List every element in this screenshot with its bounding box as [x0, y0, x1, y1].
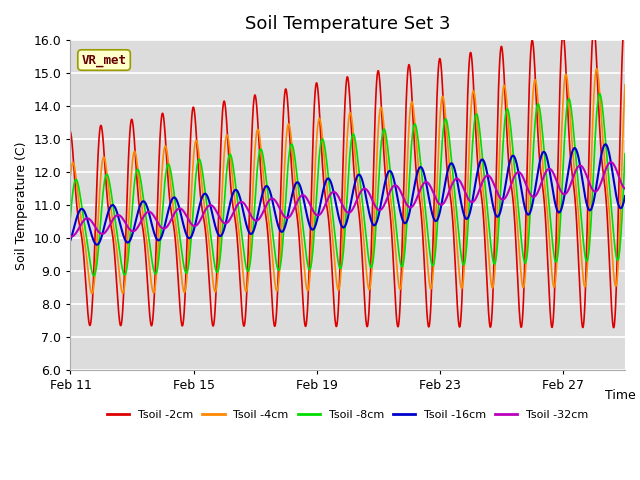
Tsoil -2cm [621, 19, 628, 25]
Tsoil -4cm [605, 212, 613, 217]
Tsoil -8cm [621, 151, 629, 156]
Tsoil -16cm [337, 220, 344, 226]
Tsoil -2cm [95, 140, 102, 145]
Tsoil -32cm [95, 229, 103, 235]
Tsoil -4cm [337, 276, 344, 282]
Tsoil -4cm [605, 208, 613, 214]
Tsoil -16cm [93, 242, 100, 248]
Tsoil -16cm [95, 240, 103, 246]
Tsoil -32cm [67, 234, 75, 240]
Line: Tsoil -16cm: Tsoil -16cm [70, 144, 625, 245]
Tsoil -4cm [67, 173, 74, 179]
Tsoil -32cm [607, 159, 614, 165]
Line: Tsoil -8cm: Tsoil -8cm [70, 94, 625, 276]
Tsoil -8cm [67, 214, 74, 219]
Tsoil -16cm [504, 170, 511, 176]
Tsoil -8cm [95, 239, 103, 244]
Tsoil -32cm [605, 160, 612, 166]
Tsoil -4cm [621, 82, 629, 88]
Y-axis label: Soil Temperature (C): Soil Temperature (C) [15, 141, 28, 269]
Tsoil -8cm [90, 273, 98, 279]
Tsoil -2cm [503, 134, 511, 140]
Tsoil -16cm [605, 152, 613, 157]
Line: Tsoil -4cm: Tsoil -4cm [70, 69, 625, 293]
Tsoil -32cm [67, 234, 74, 240]
Tsoil -16cm [605, 151, 613, 156]
Tsoil -16cm [602, 142, 609, 147]
Tsoil -16cm [621, 193, 629, 199]
Tsoil -8cm [605, 180, 613, 186]
Tsoil -4cm [322, 172, 330, 178]
Tsoil -8cm [322, 150, 330, 156]
Tsoil -4cm [593, 66, 600, 72]
Tsoil -2cm [605, 248, 612, 253]
Title: Soil Temperature Set 3: Soil Temperature Set 3 [245, 15, 451, 33]
Tsoil -2cm [610, 325, 618, 331]
Tsoil -32cm [337, 198, 344, 204]
Tsoil -4cm [504, 107, 511, 112]
Tsoil -16cm [67, 237, 74, 243]
Line: Tsoil -32cm: Tsoil -32cm [70, 162, 625, 237]
X-axis label: Time: Time [605, 389, 636, 402]
Tsoil -8cm [605, 183, 613, 189]
Tsoil -32cm [322, 201, 330, 207]
Tsoil -8cm [337, 265, 344, 271]
Tsoil -2cm [321, 194, 329, 200]
Tsoil -4cm [88, 290, 96, 296]
Tsoil -32cm [621, 186, 629, 192]
Tsoil -8cm [504, 106, 511, 112]
Tsoil -32cm [605, 160, 613, 166]
Tsoil -2cm [336, 261, 344, 266]
Tsoil -32cm [504, 191, 511, 197]
Tsoil -2cm [621, 20, 629, 26]
Text: VR_met: VR_met [81, 54, 127, 67]
Line: Tsoil -2cm: Tsoil -2cm [70, 22, 625, 328]
Tsoil -4cm [95, 201, 103, 206]
Tsoil -2cm [605, 241, 612, 247]
Tsoil -8cm [596, 91, 604, 96]
Tsoil -2cm [67, 129, 74, 135]
Tsoil -16cm [322, 179, 330, 184]
Legend: Tsoil -2cm, Tsoil -4cm, Tsoil -8cm, Tsoil -16cm, Tsoil -32cm: Tsoil -2cm, Tsoil -4cm, Tsoil -8cm, Tsoi… [102, 406, 593, 424]
